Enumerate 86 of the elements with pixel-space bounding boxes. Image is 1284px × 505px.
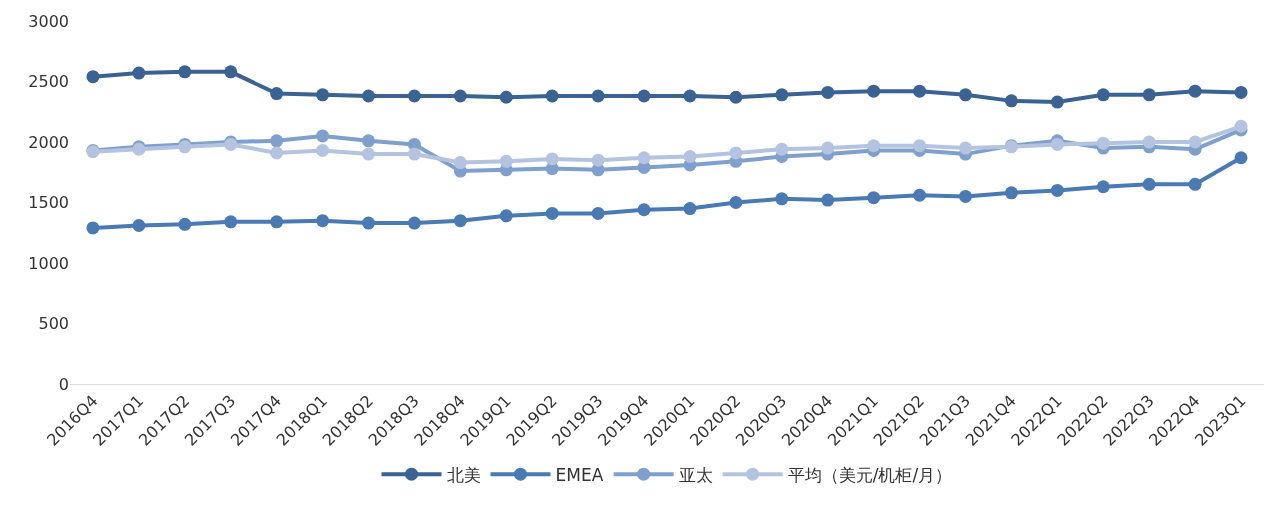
point — [1188, 84, 1202, 98]
point — [775, 88, 789, 102]
point — [1234, 151, 1248, 165]
point — [362, 147, 375, 161]
point — [591, 89, 605, 103]
point — [545, 89, 559, 103]
point — [775, 192, 789, 206]
y-tick-label: 0 — [58, 374, 69, 394]
point — [683, 150, 697, 164]
point — [270, 146, 284, 160]
point — [1142, 88, 1156, 102]
y-tick-label: 3000 — [28, 11, 69, 31]
point — [132, 66, 146, 80]
point — [729, 146, 743, 160]
point — [499, 209, 513, 223]
point — [1096, 180, 1110, 194]
point — [132, 218, 146, 232]
point — [1234, 85, 1248, 99]
point — [453, 214, 467, 228]
y-tick-label: 1000 — [28, 253, 69, 273]
point — [86, 70, 100, 84]
point — [729, 196, 743, 209]
point — [178, 217, 192, 231]
point — [1004, 94, 1018, 108]
point — [1050, 95, 1064, 109]
point — [407, 216, 421, 230]
y-tick-label: 2500 — [28, 72, 69, 92]
point — [867, 84, 881, 98]
point — [316, 214, 330, 228]
point — [867, 191, 881, 205]
point — [407, 89, 421, 103]
point — [316, 129, 330, 143]
point — [637, 203, 651, 217]
point — [913, 139, 927, 153]
point — [1188, 177, 1202, 191]
point — [270, 134, 284, 148]
point — [1096, 88, 1110, 102]
point — [362, 134, 375, 148]
point — [453, 89, 467, 103]
point — [1050, 183, 1064, 197]
point — [637, 89, 651, 103]
point — [545, 152, 559, 166]
point — [913, 188, 927, 202]
point — [499, 154, 513, 168]
point — [591, 153, 605, 167]
point — [499, 90, 513, 104]
point — [224, 65, 238, 79]
point — [316, 143, 330, 157]
point — [1234, 119, 1248, 133]
point — [821, 193, 835, 207]
point — [821, 141, 835, 155]
y-tick-label: 1500 — [28, 193, 69, 213]
point — [362, 89, 375, 103]
point — [867, 139, 881, 153]
point — [316, 88, 330, 102]
point — [1096, 136, 1110, 150]
legend-label: 亚太 — [678, 464, 713, 485]
y-tick-label: 500 — [38, 314, 69, 334]
point — [362, 216, 375, 230]
point — [729, 90, 743, 104]
point — [821, 85, 835, 99]
point — [1142, 135, 1156, 149]
point — [683, 89, 697, 103]
point — [453, 156, 467, 170]
point — [224, 215, 238, 229]
point — [178, 65, 192, 79]
y-tick-label: 2000 — [28, 132, 69, 152]
point — [959, 189, 972, 203]
point — [591, 206, 605, 220]
point — [959, 88, 972, 102]
point — [270, 87, 284, 101]
point — [959, 141, 972, 155]
point — [270, 215, 284, 229]
point — [86, 221, 100, 235]
legend-label: EMEA — [555, 464, 604, 485]
point — [1142, 177, 1156, 191]
point — [1188, 135, 1202, 149]
legend-label: 北美 — [446, 464, 481, 485]
point — [637, 151, 651, 165]
point — [407, 147, 421, 161]
point — [913, 84, 927, 98]
point — [775, 142, 789, 156]
point — [683, 202, 697, 216]
legend-label: 平均（美元/机柜/月） — [787, 464, 953, 485]
point — [1004, 186, 1018, 200]
point — [545, 206, 559, 220]
